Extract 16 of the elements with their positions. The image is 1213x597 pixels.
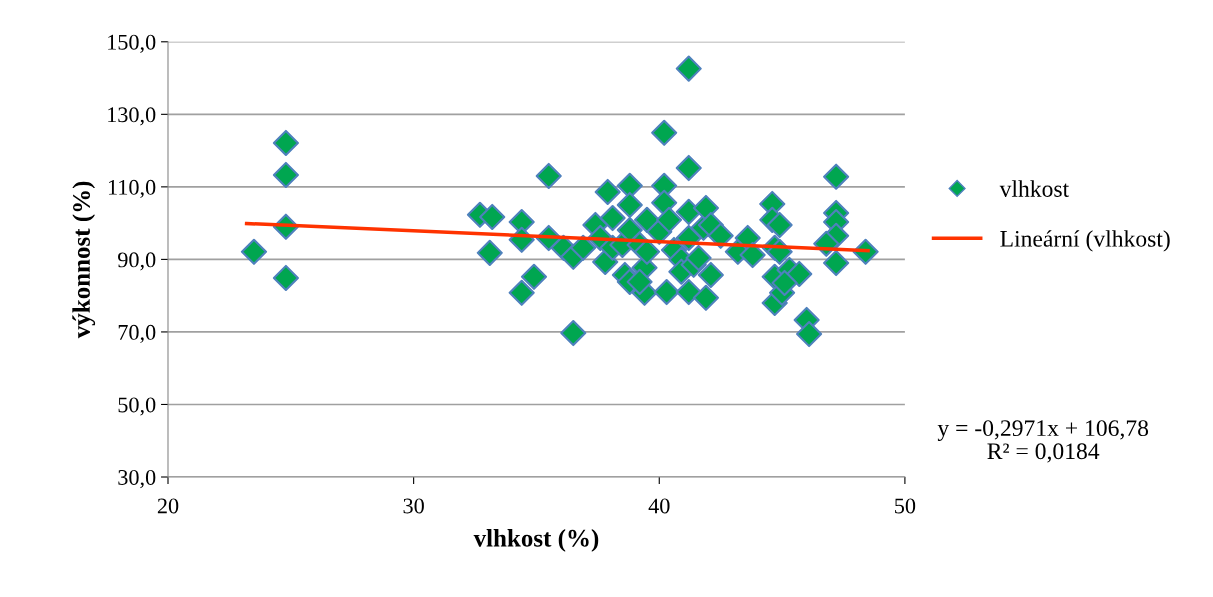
legend-label: vlhkost <box>999 180 1070 197</box>
x-tick-label: 20 <box>157 498 179 514</box>
y-tick-label: 70,0 <box>118 324 156 344</box>
y-axis-title: výkonnost (%) <box>72 181 96 339</box>
legend-label: Lineární (vlhkost) <box>1000 230 1170 252</box>
x-axis-title: vlhkost (%) <box>473 529 599 552</box>
text: y = -0,2971x + 106,78 R² = 0,0184 <box>937 420 1149 463</box>
y-tick-label: 110,0 <box>108 179 156 198</box>
x-tick-label: 30 <box>403 498 424 514</box>
x-tick-label: 40 <box>648 498 670 514</box>
y-tick-label: 50,0 <box>118 397 156 416</box>
y-tick-label: 130,0 <box>108 107 156 126</box>
y-tick-label: 90,0 <box>118 252 156 271</box>
y-tick-label: 150,0 <box>108 34 156 53</box>
y-tick-label: 30,0 <box>118 469 156 489</box>
x-tick-label: 50 <box>895 498 916 514</box>
